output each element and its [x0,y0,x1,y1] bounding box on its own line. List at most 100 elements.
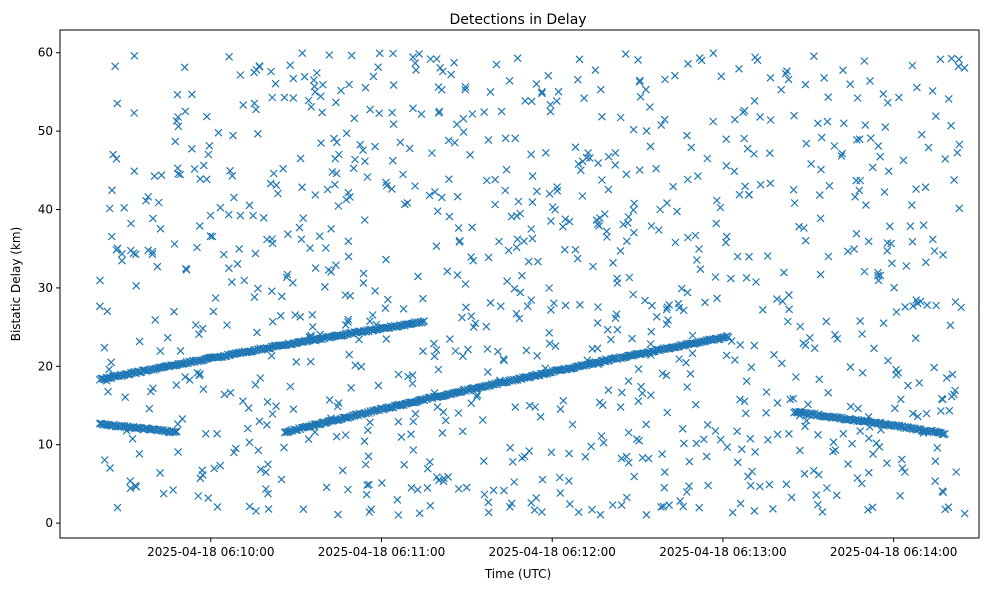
detection-point [360,216,369,224]
detection-point [833,334,842,343]
detection-point [641,85,650,94]
detection-point [660,115,669,124]
y-tick-label: 30 [38,281,53,295]
detection-point [120,203,129,212]
detection-point [571,245,580,254]
detection-point [750,506,759,515]
detection-point [617,388,626,397]
detection-point [658,369,667,378]
detection-point [170,428,178,437]
detection-point [955,204,964,213]
detection-point [531,403,540,411]
detection-point [890,283,899,292]
detection-point [105,365,114,374]
detection-point [939,488,948,497]
detection-point [201,429,210,438]
detection-point [624,377,633,386]
detection-point [901,302,910,311]
detection-point [789,394,798,403]
detection-point [952,468,961,476]
detection-point [451,347,460,355]
detection-point [130,167,139,176]
detection-point [444,136,453,145]
detection-point [224,264,233,273]
detection-point [411,397,420,406]
detection-point [685,457,694,466]
detection-point [461,280,470,288]
detection-point [745,252,753,261]
detection-point [360,157,369,166]
detection-point [351,361,360,370]
detection-point [831,330,839,339]
detection-point [148,214,157,223]
detection-point [134,423,143,432]
detection-point [513,235,522,244]
detection-point [454,484,463,493]
detection-point [695,245,703,253]
detection-point [791,373,800,381]
detection-point [954,55,963,64]
detection-point [513,54,522,63]
detection-point [193,368,202,377]
detection-point [499,486,508,495]
detection-point [486,87,495,96]
detection-point [947,121,956,130]
detection-point [250,99,259,108]
detection-point [484,253,493,262]
detection-point [913,412,922,421]
detection-point [777,359,786,368]
y-tick-label: 20 [38,359,53,373]
detection-point [799,224,808,232]
detection-point [296,312,305,321]
detection-point [462,303,470,312]
detection-point [521,96,530,105]
detection-point [453,192,462,201]
detection-point [602,233,611,241]
detection-point [159,489,168,498]
detection-point [581,452,590,461]
detection-point [443,267,452,276]
detection-point [412,66,420,75]
plot-area-frame [59,29,980,539]
detection-point [472,392,481,401]
detection-point [150,172,159,181]
detection-point [308,322,317,331]
detection-point [676,497,685,506]
detection-point [744,190,753,199]
detection-point [458,313,466,322]
detection-point [439,477,448,486]
detection-point [921,183,930,192]
detection-point [813,119,822,128]
detection-point [575,55,584,64]
detection-point [663,199,671,208]
detection-point [941,154,950,163]
detection-point [527,97,536,106]
detection-point [484,508,493,517]
detection-point [837,152,846,160]
detection-point [709,49,718,58]
detection-point [558,222,567,231]
detection-point [495,237,503,246]
detection-point [407,430,415,439]
detection-point [839,66,847,75]
detection-point [204,494,213,503]
detection-point [763,252,772,260]
detection-point [853,474,862,482]
detection-point [388,156,397,165]
detection-point [434,365,443,374]
detection-point [331,98,340,107]
detection-point [432,55,441,63]
detection-point [129,249,138,258]
detection-point [208,232,217,241]
detection-point [824,252,833,261]
detection-point [629,125,638,134]
detection-point [229,448,238,457]
detection-point [622,493,631,502]
detection-point [533,257,542,266]
detection-point [300,72,309,81]
detection-point [596,85,605,94]
detection-point [758,305,767,314]
detection-point [691,400,700,409]
detection-point [751,447,760,456]
detection-point [316,92,325,101]
